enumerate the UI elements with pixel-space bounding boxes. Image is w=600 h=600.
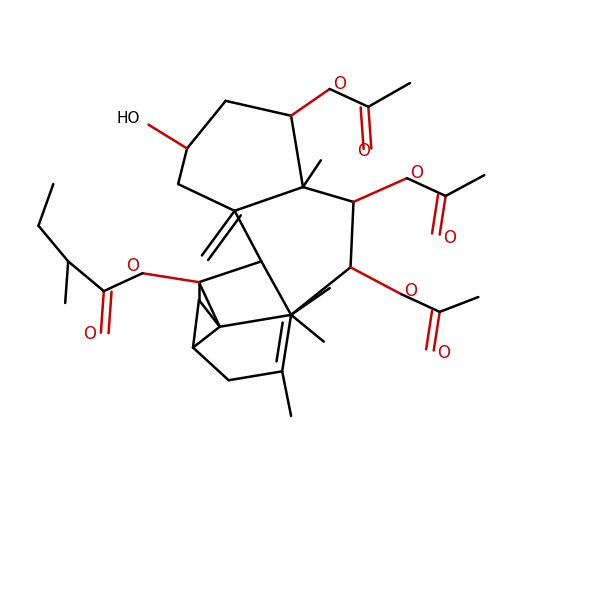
Text: O: O — [127, 257, 139, 275]
Text: O: O — [404, 282, 417, 300]
Text: O: O — [437, 344, 450, 362]
Text: O: O — [443, 229, 455, 247]
Text: O: O — [332, 75, 346, 93]
Text: O: O — [83, 325, 96, 343]
Text: HO: HO — [116, 111, 139, 126]
Text: O: O — [357, 142, 370, 160]
Text: O: O — [410, 164, 423, 182]
